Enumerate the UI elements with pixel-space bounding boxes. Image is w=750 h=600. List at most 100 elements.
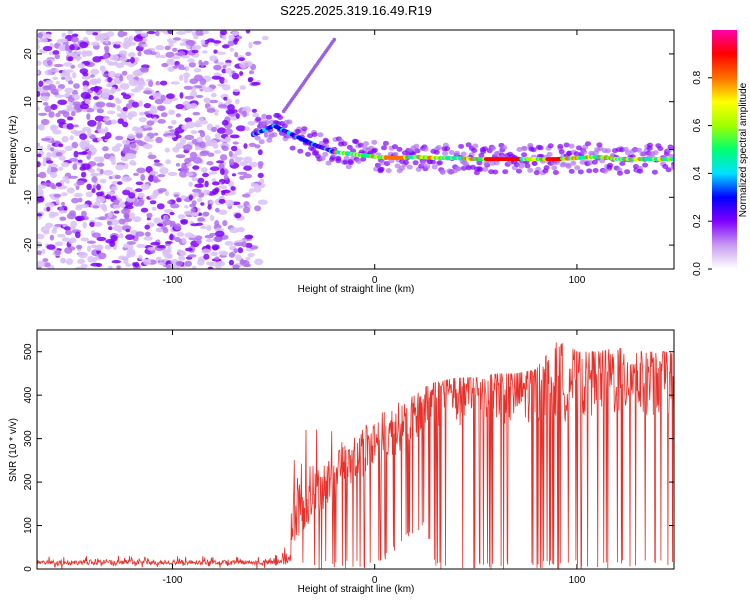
spectrogram-noise-blob [113,61,119,65]
spectrogram-noise-blob [127,111,138,118]
spectrogram-noise-blob [228,180,234,188]
spectrogram-noise-blob [173,194,179,198]
spectrogram-noise-blob [102,205,108,213]
spectrogram-noise-blob [159,80,168,86]
spectrogram-noise-blob [228,150,233,157]
spectrogram-noise-blob [197,217,205,222]
spectrogram-ridge-halo [490,145,496,151]
spectrogram-noise-blob [106,220,112,226]
spectrogram-ridge-halo [378,166,385,172]
spectrogram-noise-blob [97,128,107,134]
spectrogram-noise-blob [143,135,151,142]
spectrogram-y-ticks: -20 -10 0 10 20 [23,48,674,252]
spectrogram-ridge-halo [353,139,360,145]
spectrogram-ridge-halo [636,147,643,153]
spectrogram-noise-blob [176,31,187,35]
spectrogram-noise-blob [66,123,74,130]
spectrogram-noise-blob [191,200,197,206]
spectrogram-noise-blob [218,250,228,256]
spectrogram-ridge-halo [586,168,593,174]
spectrogram-noise-blob [136,132,143,139]
spectrogram-noise-blob [214,220,220,227]
colorbar: 0.0 0.2 0.4 0.6 0.8 Normalized spectral ampl… [692,30,749,276]
spectrogram-ridge-halo [254,135,261,141]
spectrogram-noise-blob [225,199,234,207]
spectrogram-noise-blob [253,186,262,193]
spectrogram-noise-blob [132,162,137,166]
spectrogram-y-tick-label: 10 [23,96,34,108]
spectrogram-noise-blob [76,180,85,186]
spectrogram-noise-blob [221,44,230,49]
spectrogram-noise-blob [146,212,153,219]
spectrogram-noise-blob [203,253,210,260]
spectrogram-ridge-halo [558,149,565,155]
spectrogram-ridge-halo [624,169,631,175]
spectrogram-noise-blob [160,94,166,102]
spectrogram-ridge-halo [406,164,413,170]
snr-frame [36,329,675,570]
spectrogram-noise-blob [107,110,116,115]
spectrogram-noise-blob [114,78,120,84]
spectrogram-y-axis-label: Frequency (Hz) [8,116,19,185]
spectrogram-noise-blob [61,202,65,206]
spectrogram-noise-blob [41,118,50,126]
spectrogram-noise-blob [90,172,99,177]
spectrogram-ridge-halo [471,148,478,153]
spectrogram-noise-blob [184,30,193,34]
spectrogram-noise-blob [133,172,139,176]
spectrogram-noise-blob [61,237,70,242]
spectrogram-noise-blob [123,43,129,50]
spectrogram-noise-blob [190,130,198,135]
spectrogram-noise-blob [248,70,255,75]
spectrogram-noise-blob [112,199,120,205]
spectrogram-noise-blob [37,60,42,66]
spectrogram-noise-blob [119,75,124,82]
spectrogram-noise-blob [119,201,126,208]
spectrogram-noise-blob [105,102,113,108]
spectrogram-noise-blob [190,208,196,213]
spectrogram-noise-blob [202,172,209,178]
spectrogram-noise-blob [191,31,196,36]
spectrogram-noise-blob [196,136,203,143]
spectrogram-ridge-halo [587,160,594,166]
spectrogram-noise-blob [123,31,128,36]
spectrogram-noise-blob [185,172,194,177]
spectrogram-ridge-core [671,157,674,162]
spectrogram-noise-blob [66,187,75,194]
spectrogram-noise-blob [192,157,203,164]
spectrogram-noise-blob [231,145,238,152]
spectrogram-noise-blob [37,213,43,217]
spectrogram-noise-blob [203,97,211,104]
snr-y-tick-label: 200 [23,473,34,490]
spectrogram-noise-blob [155,227,162,233]
spectrogram-noise-blob [111,119,117,125]
spectrogram-ridge-halo [357,142,364,148]
spectrogram-noise-blob [214,149,221,154]
spectrogram-ridge-halo [439,169,446,175]
spectrogram-noise-blob [37,173,41,178]
spectrogram-noise-blob [38,171,47,179]
spectrogram-y-tick-label: -20 [23,237,34,252]
spectrogram-noise-blob [220,30,227,36]
spectrogram-noise-blob [213,40,222,44]
spectrogram-noise-blob [37,32,43,39]
spectrogram-ridge-halo [460,151,467,157]
spectrogram-noise-blob [116,265,121,269]
spectrogram-ridge-halo [392,144,398,150]
spectrogram-ridge-halo [530,147,537,153]
spectrogram-noise-blob [79,103,89,110]
spectrogram-ridge-halo [266,114,272,120]
spectrogram-ridge-halo [382,140,389,146]
spectrogram-noise-blob [194,145,200,151]
spectrogram-noise-blob [200,62,205,68]
spectrogram-noise-blob [202,30,210,35]
spectrogram-ridge-halo [323,139,330,145]
spectrogram-noise-blob [42,59,48,66]
spectrogram-noise-blob [58,210,66,214]
spectrogram-noise-blob [193,68,202,73]
spectrogram-noise-blob [175,103,185,110]
spectrogram-noise-blob [254,205,262,212]
spectrogram-noise-blob [227,104,235,112]
spectrogram-noise-blob [211,75,222,80]
spectrogram-ridge-halo [647,142,653,148]
